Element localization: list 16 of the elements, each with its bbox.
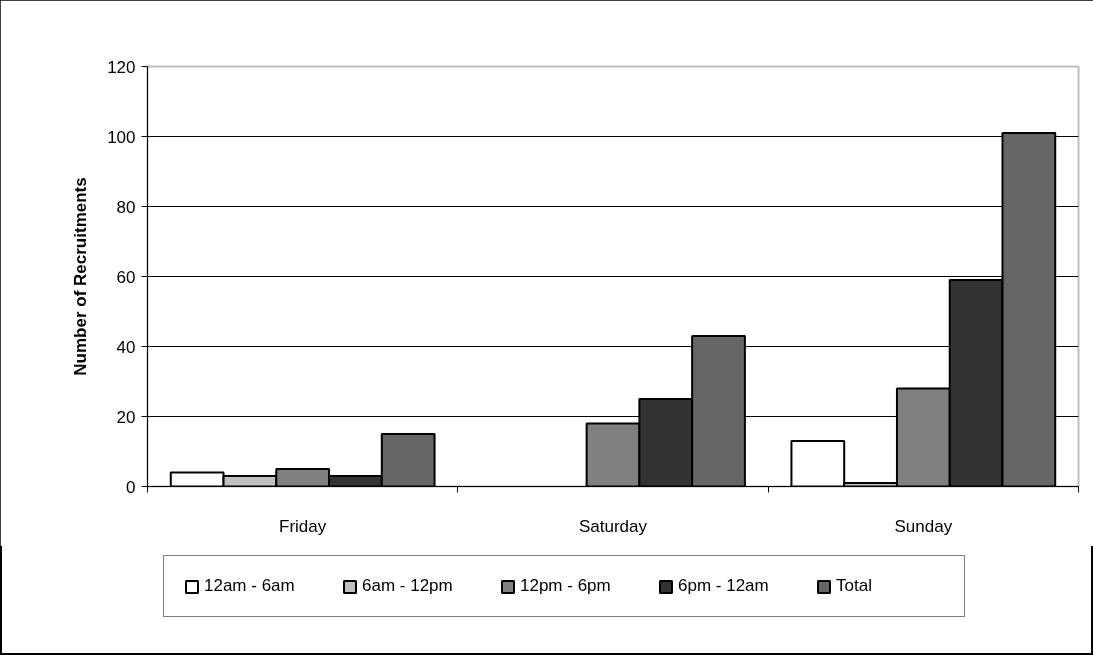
y-tick-label: 80 [116, 197, 136, 217]
y-axis-title: Number of Recruitments [71, 177, 91, 376]
y-tick-label: 100 [107, 127, 136, 147]
y-tick-label: 60 [116, 267, 136, 287]
legend-label: 6pm - 12am [678, 576, 770, 596]
y-tick-label: 0 [126, 477, 136, 497]
x-tick-label: Sunday [894, 516, 953, 536]
y-tick-label: 20 [116, 407, 136, 427]
y-tick-label: 120 [107, 57, 136, 77]
legend-label: 12pm - 6pm [520, 576, 612, 596]
legend-label: 12am - 6am [204, 576, 296, 596]
y-tick-label: 40 [116, 337, 136, 357]
x-tick-label: Saturday [578, 516, 648, 536]
legend-label: Total [836, 576, 873, 596]
x-tick-label: Friday [279, 516, 327, 536]
legend-label: 6am - 12pm [362, 576, 454, 596]
